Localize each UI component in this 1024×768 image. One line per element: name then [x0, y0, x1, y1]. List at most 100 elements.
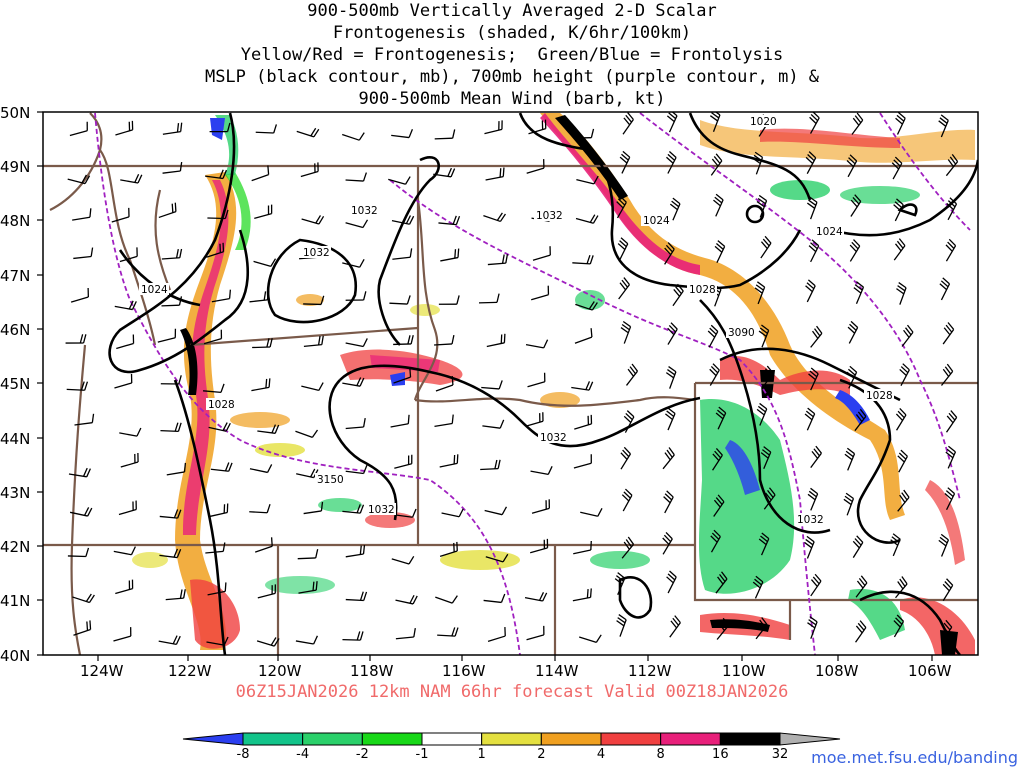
- wind-barb: [807, 616, 818, 639]
- wind-barb: [69, 507, 93, 517]
- wind-barb: [572, 254, 594, 265]
- wind-barb: [165, 589, 186, 601]
- wind-barb: [849, 239, 861, 262]
- lon-label: 122W: [168, 662, 212, 680]
- wind-barb: [897, 489, 910, 512]
- wind-barb: [579, 634, 602, 644]
- chart-title: 900-500mb Vertically Averaged 2-D Scalar…: [0, 0, 1024, 110]
- wind-barb: [855, 575, 868, 598]
- height-label: 3090: [728, 327, 755, 339]
- wind-barb: [526, 159, 545, 174]
- wind-barb: [114, 300, 137, 311]
- wind-barb: [482, 419, 505, 429]
- wind-barb: [846, 154, 858, 178]
- lat-label: 42N: [0, 538, 30, 556]
- colorbar-tick-label: 8: [657, 747, 665, 762]
- wind-barb: [72, 208, 92, 221]
- lon-label: 112W: [628, 662, 672, 680]
- lat-label: 43N: [0, 484, 30, 502]
- wind-barb: [853, 281, 865, 305]
- wind-barb: [487, 627, 506, 643]
- wind-barb: [207, 582, 227, 596]
- wind-barb: [896, 282, 907, 305]
- wind-barb: [203, 329, 223, 345]
- wind-barb: [809, 112, 820, 134]
- wind-barb: [714, 240, 726, 263]
- colorbar-segment: [302, 732, 363, 746]
- title-line-5: 900-500mb Mean Wind (barb, kt): [358, 89, 666, 109]
- wind-barb: [804, 407, 816, 431]
- lon-label: 124W: [80, 662, 124, 680]
- wind-barb: [620, 446, 632, 470]
- wind-barb: [255, 124, 278, 134]
- colorbar-tick-label: 32: [772, 747, 789, 762]
- colorbar-segment: [779, 732, 841, 746]
- wind-barb: [254, 204, 273, 219]
- wind-barb: [622, 112, 634, 135]
- wind-barb: [571, 381, 594, 391]
- wind-barb: [891, 156, 903, 180]
- wind-barb: [625, 363, 639, 386]
- wind-barb: [389, 295, 411, 305]
- wind-barb: [439, 454, 459, 468]
- wind-barb: [709, 363, 720, 386]
- wind-barb: [161, 296, 183, 307]
- wind-barb: [531, 499, 550, 514]
- wind-barb: [707, 324, 719, 348]
- wind-barb: [68, 467, 91, 478]
- wind-barb: [893, 198, 904, 222]
- wind-barb: [72, 593, 95, 604]
- wind-barb: [899, 363, 910, 387]
- wind-barb: [394, 508, 417, 518]
- wind-barb: [166, 462, 187, 476]
- wind-barb: [120, 173, 143, 184]
- colorbar-segment: [600, 732, 662, 746]
- wind-barb: [345, 338, 368, 348]
- wind-barb: [395, 594, 418, 605]
- wind-barb: [530, 466, 553, 476]
- colorbar-tick-label: 16: [712, 747, 729, 762]
- wind-barb: [941, 619, 953, 643]
- wind-barb: [667, 322, 678, 345]
- height-label: 3150: [317, 474, 344, 486]
- wind-barb: [945, 238, 957, 262]
- wind-barb: [119, 247, 138, 263]
- wind-barb: [939, 277, 951, 301]
- mslp-label: 1032: [536, 210, 563, 222]
- longitude-axis: 124W 122W 120W 118W 116W 114W 112W 110W …: [80, 655, 952, 680]
- wind-barb: [115, 120, 134, 136]
- forecast-run-info: 06Z15JAN2026 12km NAM 66hr forecast Vali…: [235, 682, 789, 702]
- wind-barb: [946, 197, 958, 221]
- wind-barb: [762, 365, 774, 389]
- mslp-label: 1024: [643, 215, 670, 227]
- source-credit-link[interactable]: moe.met.fsu.edu/banding: [811, 748, 1018, 767]
- wind-barb: [206, 242, 225, 258]
- wind-barb: [484, 120, 503, 135]
- colorbar-tick-label: -4: [296, 747, 309, 762]
- wind-barb: [207, 209, 229, 220]
- wind-barb: [70, 287, 90, 303]
- wind-barb: [895, 576, 908, 599]
- wind-barb: [256, 637, 280, 647]
- lat-label: 41N: [0, 592, 30, 610]
- wind-barb: [755, 617, 768, 640]
- title-line-3: Yellow/Red = Frontogenesis; Green/Blue =…: [240, 45, 784, 65]
- wind-barb: [295, 635, 319, 645]
- wind-barb: [342, 504, 365, 514]
- height-contours: [94, 112, 971, 655]
- wind-barb: [301, 382, 324, 392]
- mslp-contours: [108, 112, 978, 655]
- wind-barb: [487, 254, 509, 266]
- wind-barb: [249, 504, 271, 514]
- wind-barb: [158, 635, 181, 645]
- wind-barb: [253, 258, 277, 268]
- wind-barb: [893, 238, 906, 261]
- wind-barb: [390, 414, 410, 428]
- wind-barb: [850, 194, 862, 217]
- wind-barb: [808, 239, 820, 263]
- wind-barb: [847, 320, 859, 344]
- wind-barb: [760, 446, 772, 469]
- wind-barb: [391, 215, 415, 225]
- wind-barb: [713, 494, 725, 517]
- wind-barb: [715, 571, 728, 594]
